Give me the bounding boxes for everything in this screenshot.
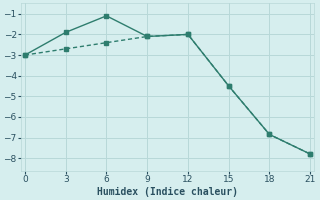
X-axis label: Humidex (Indice chaleur): Humidex (Indice chaleur) — [97, 186, 238, 197]
